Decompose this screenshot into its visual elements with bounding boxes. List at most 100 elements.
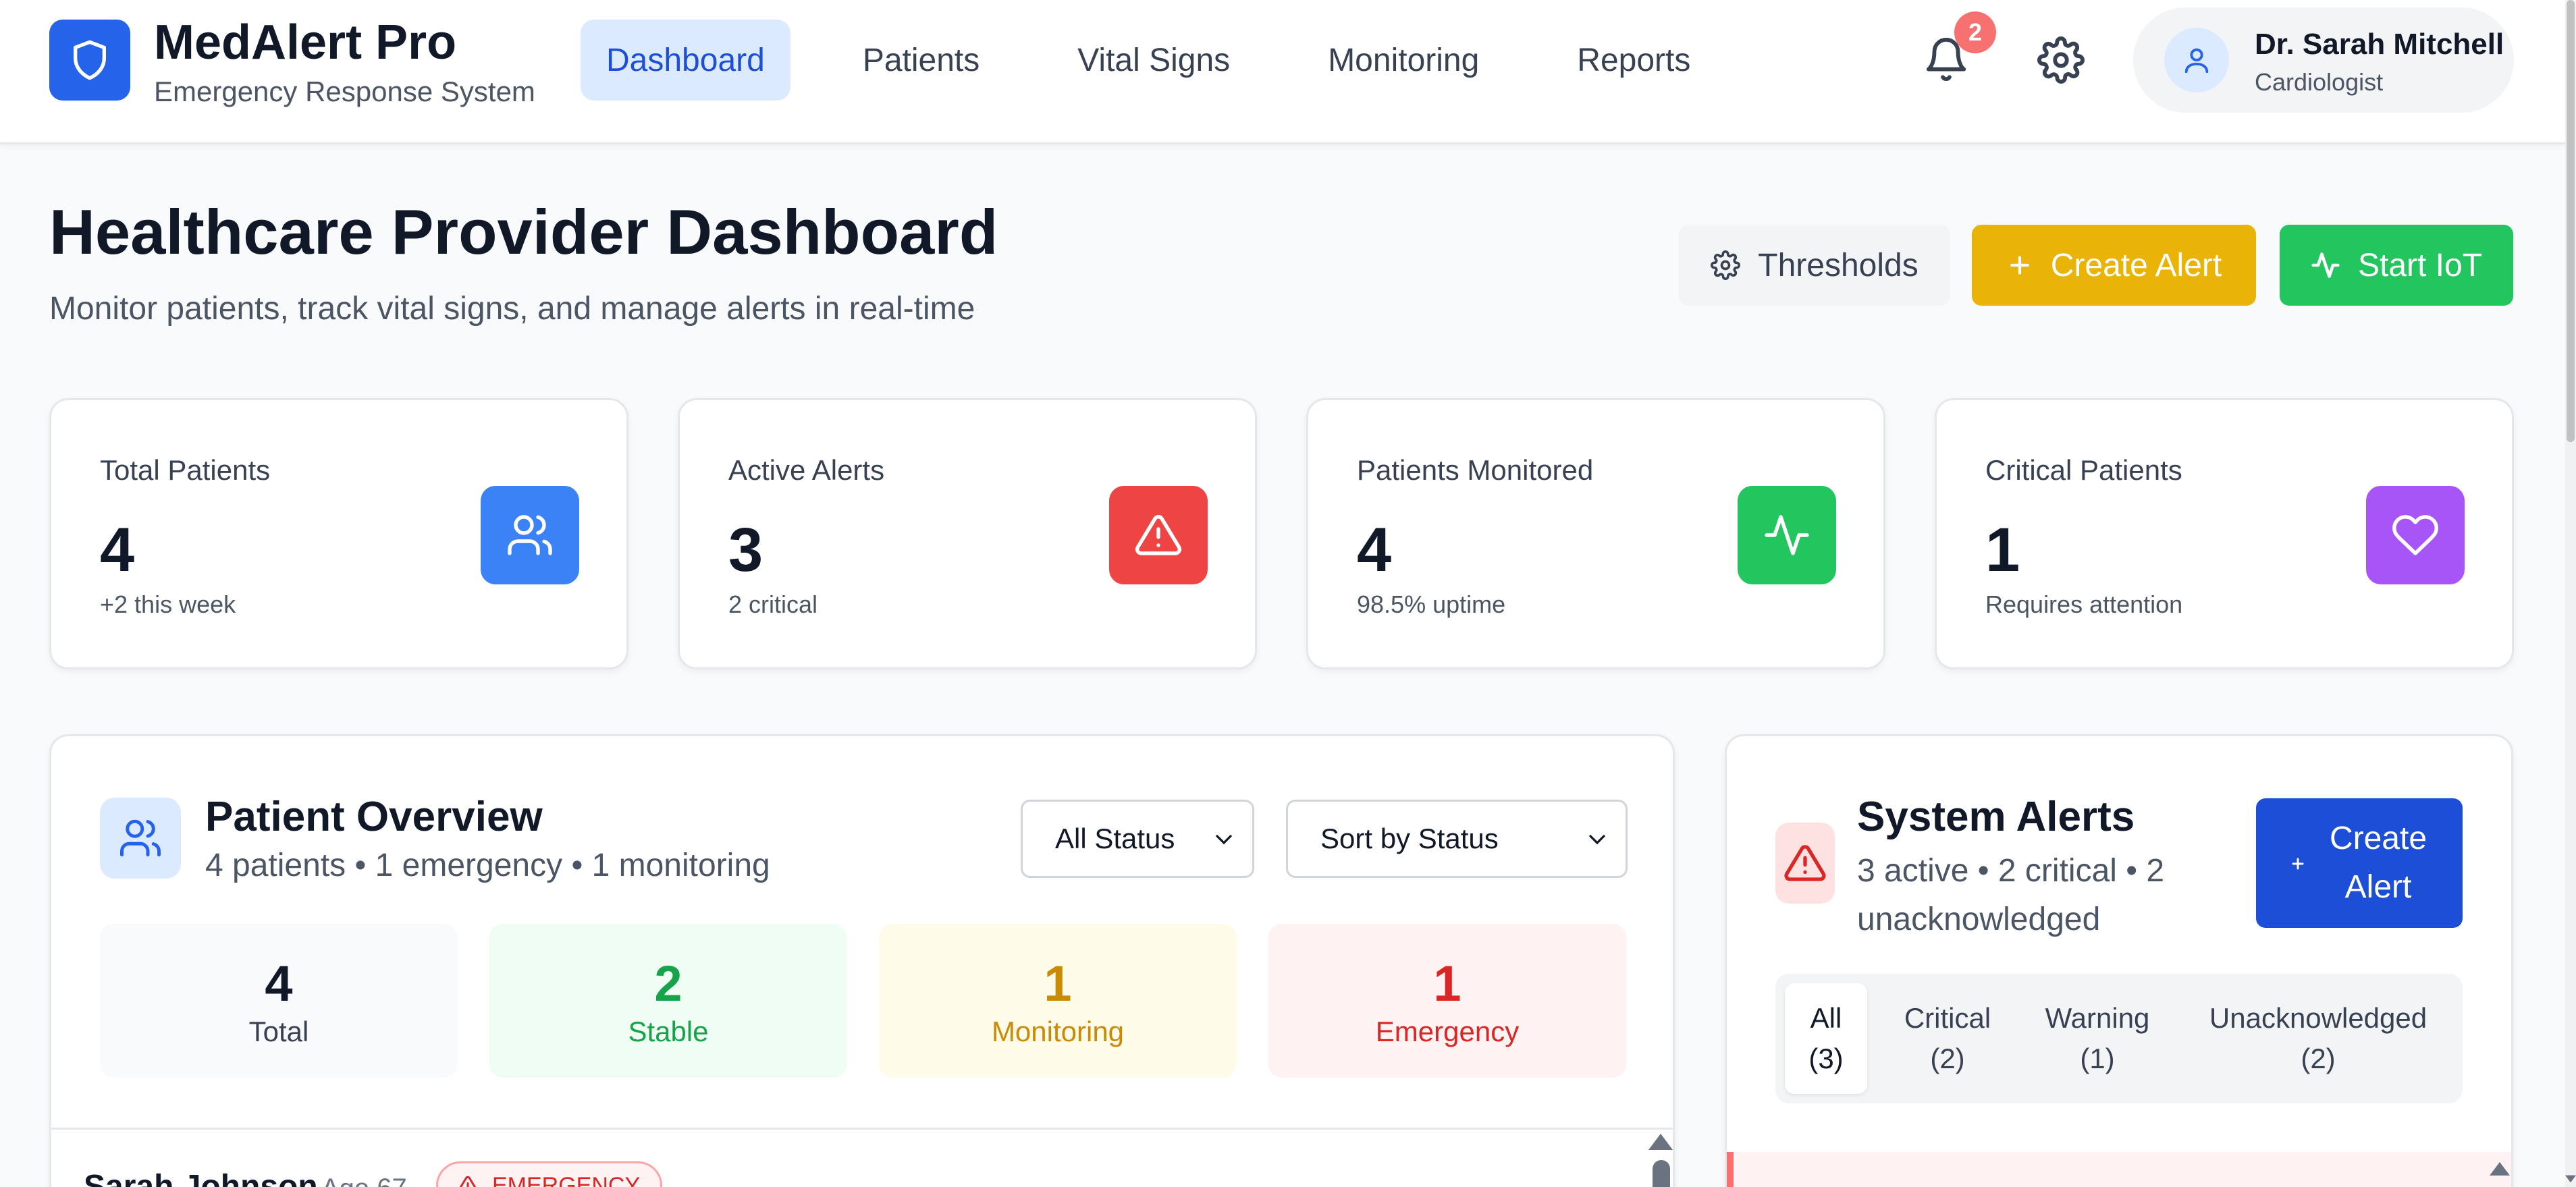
stat-card-total-patients: Total Patients 4 +2 this week (49, 398, 628, 669)
create-alert-button[interactable]: Create Alert (2256, 798, 2463, 928)
tab-label: Warning (2045, 1002, 2150, 1034)
tile-emergency[interactable]: 1 Emergency (1268, 924, 1626, 1078)
page-subtitle: Monitor patients, track vital signs, and… (49, 291, 975, 327)
user-avatar-icon (2164, 28, 2229, 92)
users-icon (100, 798, 181, 879)
tab-label: All (1810, 1002, 1842, 1034)
stat-card-critical-patients: Critical Patients 1 Requires attention (1935, 398, 2514, 669)
tab-count: (2) (1930, 1043, 1965, 1074)
alert-triangle-icon (1109, 486, 1208, 584)
chevron-down-icon (1584, 826, 1611, 860)
brand-subtitle: Emergency Response System (154, 76, 535, 107)
tile-stable[interactable]: 2 Stable (489, 924, 847, 1078)
tile-label: Emergency (1375, 1016, 1520, 1047)
brand-name[interactable]: MedAlert Pro (154, 16, 457, 70)
tab-all[interactable]: All (3) (1785, 983, 1867, 1094)
alert-triangle-icon (1775, 823, 1835, 904)
settings-gear-icon[interactable] (2037, 36, 2085, 84)
stat-note: 2 critical (728, 590, 818, 618)
tab-count: (1) (2080, 1043, 2115, 1074)
sort-select[interactable]: Sort by Status (1286, 800, 1628, 878)
stat-note: Requires attention (1985, 590, 2183, 618)
scroll-up-arrow-icon[interactable] (1648, 1133, 1673, 1154)
create-alert-button[interactable]: Create Alert (1972, 225, 2256, 306)
user-name: Dr. Sarah Mitchell (2255, 28, 2504, 61)
alert-triangle-icon (456, 1174, 480, 1187)
scroll-up-arrow-icon[interactable] (2490, 1161, 2510, 1180)
stat-value: 1 (1985, 516, 2020, 584)
alert-list-item[interactable] (1727, 1152, 2511, 1187)
tile-total[interactable]: 4 Total (100, 924, 458, 1078)
stat-note: +2 this week (100, 590, 236, 618)
start-iot-button[interactable]: Start IoT (2280, 225, 2513, 306)
status-filter-select[interactable]: All Status (1021, 800, 1254, 878)
main-nav: Dashboard Patients Vital Signs Monitorin… (581, 20, 1763, 101)
user-profile-menu[interactable]: Dr. Sarah Mitchell Cardiologist (2133, 7, 2514, 113)
stat-label: Critical Patients (1985, 454, 2182, 486)
stat-card-active-alerts: Active Alerts 3 2 critical (678, 398, 1257, 669)
start-iot-label: Start IoT (2357, 247, 2483, 283)
user-role: Cardiologist (2255, 68, 2384, 96)
tile-value: 4 (265, 956, 293, 1012)
activity-icon (1738, 486, 1836, 584)
list-scrollbar-thumb[interactable] (1653, 1160, 1670, 1187)
status-badge-label: EMERGENCY (492, 1172, 641, 1187)
nav-reports[interactable]: Reports (1577, 42, 1691, 78)
page-title: Healthcare Provider Dashboard (49, 196, 998, 267)
patient-overview-title: Patient Overview (205, 794, 543, 840)
tab-label: Unacknowledged (2209, 1002, 2427, 1034)
plus-icon (2290, 839, 2306, 887)
scroll-down-arrow-icon[interactable] (2565, 1174, 2576, 1187)
tile-value: 1 (1044, 956, 1072, 1012)
system-alerts-panel: System Alerts 3 active • 2 critical • 2 … (1725, 734, 2513, 1187)
heart-icon (2366, 486, 2465, 584)
status-badge: EMERGENCY (436, 1161, 663, 1187)
tab-warning[interactable]: Warning (1) (2027, 983, 2168, 1094)
patient-name[interactable]: Sarah Johnson (84, 1169, 318, 1187)
status-filter-value: All Status (1055, 823, 1175, 854)
gear-icon (1711, 250, 1741, 280)
plus-icon (2006, 252, 2033, 279)
page-scrollbar-thumb[interactable] (2567, 0, 2575, 442)
tab-label: Critical (1904, 1002, 1991, 1034)
nav-dashboard[interactable]: Dashboard (581, 20, 790, 101)
nav-monitoring[interactable]: Monitoring (1328, 42, 1480, 78)
tile-value: 2 (654, 956, 682, 1012)
system-alerts-subtitle: 3 active • 2 critical • 2 unacknowledged (1857, 853, 2165, 937)
sort-value: Sort by Status (1320, 823, 1499, 854)
stat-label: Patients Monitored (1357, 454, 1594, 486)
tab-count: (3) (1808, 1043, 1844, 1074)
shield-logo-icon[interactable] (49, 20, 130, 101)
stat-value: 4 (1357, 516, 1392, 584)
nav-patients[interactable]: Patients (862, 42, 980, 78)
tab-unacknowledged[interactable]: Unacknowledged (2) (2183, 983, 2453, 1094)
system-alerts-title: System Alerts (1857, 794, 2135, 840)
patient-age: Age 67 (321, 1174, 407, 1187)
tile-value: 1 (1433, 956, 1461, 1012)
tile-monitoring[interactable]: 1 Monitoring (879, 924, 1237, 1078)
tile-label: Monitoring (991, 1016, 1125, 1047)
tab-critical[interactable]: Critical (2) (1883, 983, 2012, 1094)
nav-vital-signs[interactable]: Vital Signs (1077, 42, 1231, 78)
tab-count: (2) (2301, 1043, 2336, 1074)
divider (51, 1128, 1673, 1130)
notification-badge: 2 (1954, 11, 1996, 53)
thresholds-button[interactable]: Thresholds (1679, 225, 1950, 306)
create-alert-label: Create Alert (2329, 821, 2427, 905)
tile-label: Total (248, 1016, 309, 1047)
users-icon (481, 486, 579, 584)
alert-filter-tabs: All (3) Critical (2) Warning (1) Unacknowle… (1775, 974, 2463, 1103)
chevron-down-icon (1210, 826, 1237, 860)
stat-value: 4 (100, 516, 135, 584)
stat-value: 3 (728, 516, 763, 584)
thresholds-label: Thresholds (1758, 247, 1918, 283)
patient-overview-panel: Patient Overview 4 patients • 1 emergenc… (49, 734, 1675, 1187)
top-header: MedAlert Pro Emergency Response System D… (0, 0, 2565, 144)
stat-label: Active Alerts (728, 454, 885, 486)
create-alert-label: Create Alert (2050, 247, 2222, 283)
stat-card-patients-monitored: Patients Monitored 4 98.5% uptime (1306, 398, 1885, 669)
bell-icon[interactable] (1923, 32, 1970, 86)
patient-overview-subtitle: 4 patients • 1 emergency • 1 monitoring (205, 848, 770, 883)
tile-label: Stable (628, 1016, 709, 1047)
stat-note: 98.5% uptime (1357, 590, 1506, 618)
